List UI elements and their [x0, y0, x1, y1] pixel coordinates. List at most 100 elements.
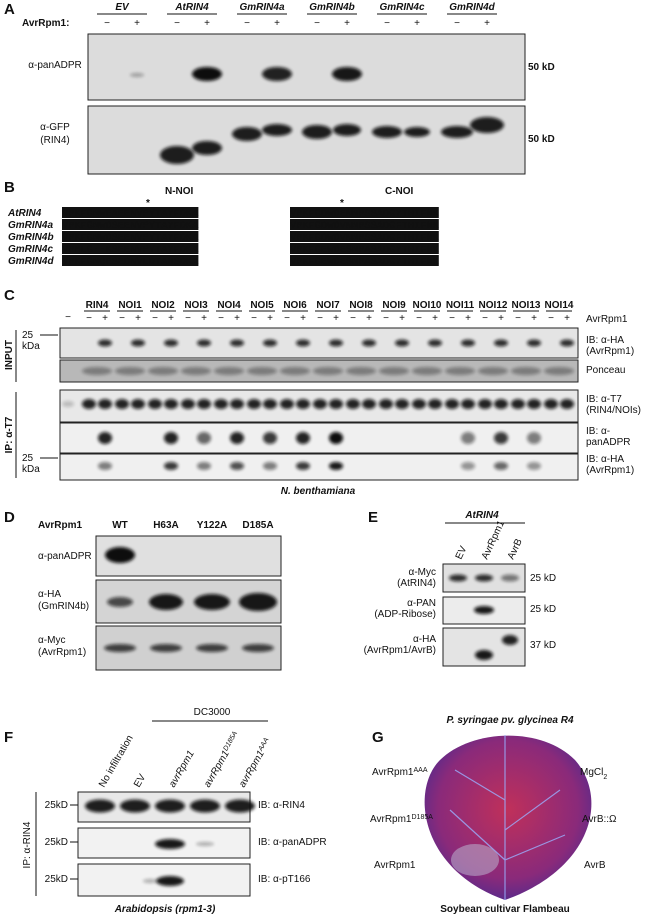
row-label: α-Myc	[409, 567, 436, 578]
sign: +	[300, 313, 306, 324]
band	[164, 399, 178, 409]
lane-label: EV	[132, 772, 148, 789]
row-label: IB: α-HA	[586, 335, 624, 346]
band	[494, 432, 508, 444]
band	[214, 367, 244, 375]
row-label: IB: α-RIN4	[258, 800, 305, 811]
sign: −	[548, 313, 554, 324]
group-label: NOI4	[217, 300, 241, 311]
superscript: D185A	[222, 730, 239, 752]
band	[160, 146, 194, 164]
lane-label: WT	[112, 520, 128, 531]
row-label: panADPR	[586, 437, 630, 448]
band	[263, 462, 277, 470]
row-label: α-GFP	[40, 122, 70, 133]
band	[148, 367, 178, 375]
group-label: GmRIN4a	[239, 2, 284, 13]
band	[494, 399, 508, 409]
band	[143, 879, 157, 883]
panel-label: B	[4, 179, 15, 196]
band	[131, 339, 145, 347]
band	[196, 842, 214, 846]
band	[412, 367, 442, 375]
group-label: GmRIN4d	[449, 2, 495, 13]
title: P. syringae pv. glycinea R4	[446, 715, 574, 726]
treatment-label: AvrRpm1:	[22, 18, 69, 29]
band	[395, 339, 409, 347]
label-text: avrRpm1	[237, 749, 267, 790]
panel-label: A	[4, 1, 15, 18]
band	[527, 432, 541, 444]
panel-label: E	[368, 509, 378, 526]
size-marker: 25 kD	[530, 573, 556, 584]
lane-label: Y122A	[197, 520, 228, 531]
subscript: 2	[603, 774, 607, 781]
band	[329, 432, 343, 444]
row-label: α-HA	[413, 634, 436, 645]
sign: +	[366, 313, 372, 324]
band	[131, 399, 145, 409]
band	[98, 432, 112, 444]
band	[130, 73, 144, 77]
band	[164, 339, 178, 347]
band	[194, 594, 230, 610]
group-label: NOI5	[250, 300, 274, 311]
sequence: VPKFGDWDVNNPSSADGFTHIFNK	[290, 221, 439, 232]
lane-label: avrRpm1	[167, 749, 197, 790]
sign: +	[201, 313, 207, 324]
sign: −	[104, 18, 110, 29]
size-marker: 50 kD	[528, 62, 555, 73]
group-label: GmRIN4c	[379, 2, 424, 13]
label-text: AvrRpm1	[374, 860, 416, 871]
alignment-block	[62, 219, 199, 230]
band	[225, 799, 255, 813]
lane-label: AvrB	[506, 537, 525, 561]
leaf-vein	[449, 735, 566, 900]
alignment-block	[290, 231, 439, 242]
sequence: VPKFGDWDENNPSSADGYTHIFNK	[290, 209, 439, 220]
band	[395, 399, 409, 409]
band	[527, 339, 541, 347]
band	[263, 399, 277, 409]
row-label: α-PAN	[407, 598, 436, 609]
row-label: IB: α-pT166	[258, 874, 311, 885]
band	[197, 462, 211, 470]
sequence: VPKFGNWDSEENVPYTAYFDKA	[62, 233, 198, 244]
sign: −	[384, 18, 390, 29]
band	[115, 367, 145, 375]
label-text: avrRpm1	[202, 749, 232, 790]
size-marker: 25kD	[45, 800, 68, 811]
size-marker: 37 kD	[530, 640, 556, 651]
sign: +	[484, 18, 490, 29]
alignment-block	[62, 231, 199, 242]
group-label: GmRIN4b	[309, 2, 355, 13]
band	[527, 399, 541, 409]
label-text: AvrRpm1	[372, 767, 414, 778]
spot-label: AvrRpm1D185A	[370, 814, 433, 826]
band	[296, 462, 310, 470]
group-label: NOI13	[512, 300, 541, 311]
band	[379, 399, 393, 409]
row-label: IB: α-T7	[586, 394, 622, 405]
row-label: IB: α-HA	[586, 454, 624, 465]
spot-label: AvrB::Ω	[582, 814, 617, 825]
lane-label: avrRpm1AAA	[237, 736, 274, 789]
band	[329, 399, 343, 409]
lane-label: No infiltration	[97, 733, 136, 789]
band	[149, 594, 183, 610]
row-label: Ponceau	[586, 365, 625, 376]
sign: −	[86, 313, 92, 324]
row-label: α-panADPR	[28, 60, 82, 71]
band	[230, 462, 244, 470]
band	[475, 650, 493, 660]
side-label: IP: α-RIN4	[22, 821, 33, 868]
sign: +	[498, 313, 504, 324]
alignment-block	[290, 243, 439, 254]
band	[105, 547, 135, 563]
size-marker: kDa	[22, 464, 40, 475]
sign: +	[234, 313, 240, 324]
spot-label: MgCl2	[580, 767, 607, 781]
panel-label: F	[4, 729, 13, 746]
group-label: NOI2	[151, 300, 175, 311]
